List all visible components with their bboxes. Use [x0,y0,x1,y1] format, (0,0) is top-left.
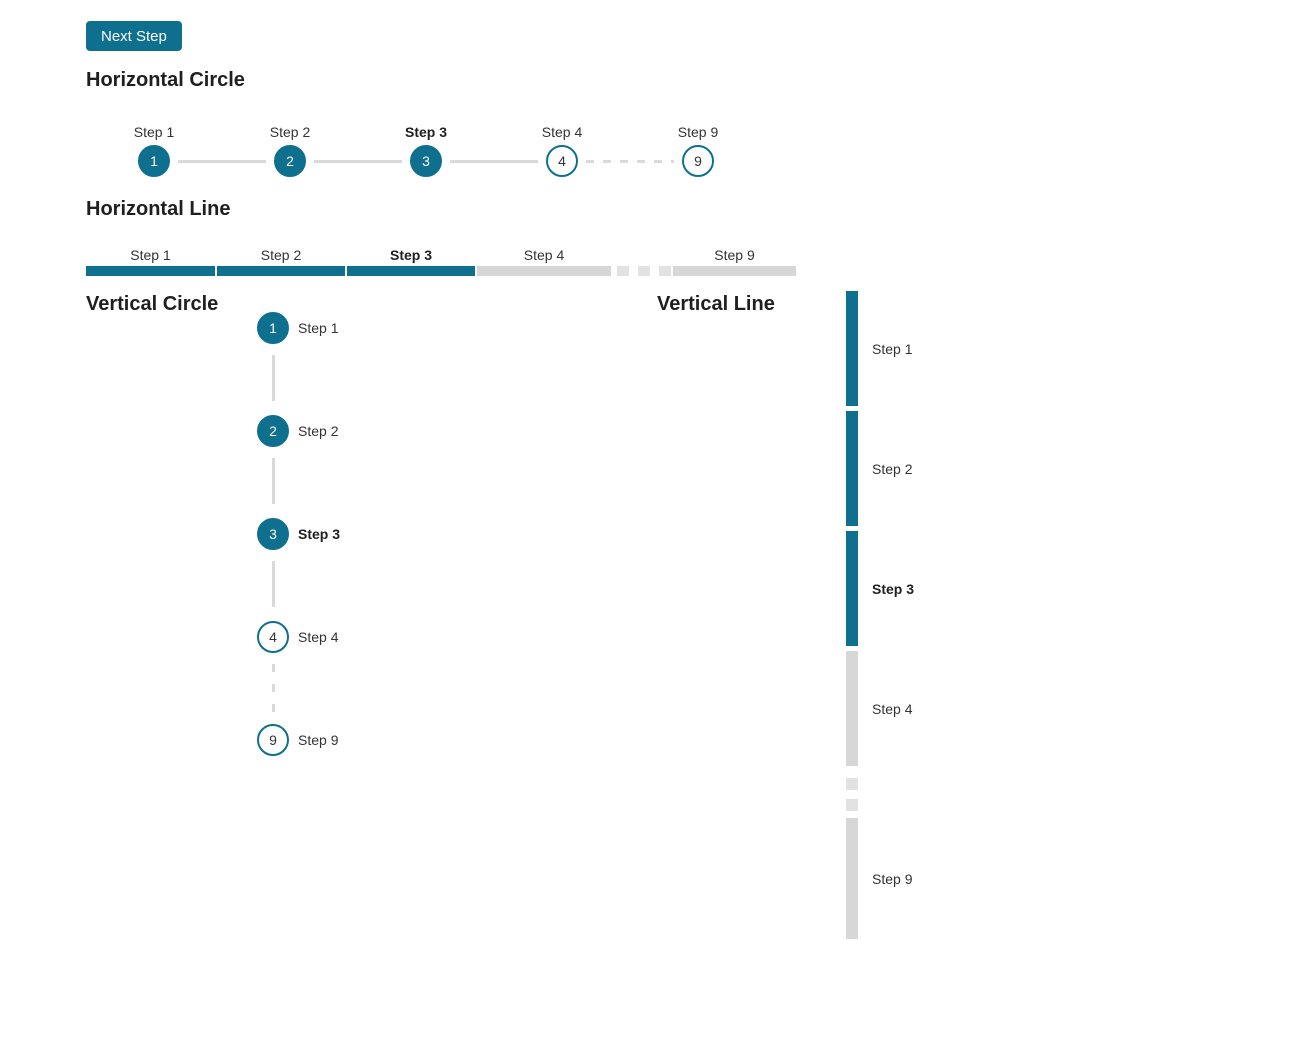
hl-step-2-bar[interactable] [217,266,345,276]
hc-step-9-circle[interactable]: 9 [682,145,714,177]
vc-step-1-circle[interactable]: 1 [257,312,289,344]
vc-step-2-number: 2 [269,423,277,439]
vc-step-9-number: 9 [269,732,277,748]
page: Next Step Horizontal Circle Step 1 1 Ste… [86,21,1300,996]
vl-step-9: Step 9 [846,818,914,939]
vl-step-9-label: Step 9 [872,870,913,887]
hl-dash-connector [613,266,671,276]
hl-skipped-steps-dashes [613,248,671,276]
hl-step-2-label: Step 2 [260,247,302,263]
hc-step-2-circle[interactable]: 2 [274,145,306,177]
section-title-vertical-line: Vertical Line [657,293,775,315]
hc-step-1-label: Step 1 [133,124,175,140]
hl-step-9-label: Step 9 [714,247,755,263]
vl-step-9-bar[interactable] [846,818,858,939]
vl-skipped-steps-dashes [846,766,858,818]
hc-step-9: Step 9 9 [586,124,766,177]
hl-step-2: Step 2 [217,248,345,276]
vc-step-4-circle[interactable]: 4 [257,621,289,653]
hl-step-4: Step 4 [477,248,611,276]
hc-step-3-number: 3 [422,153,430,169]
hl-step-1: Step 1 [86,248,215,276]
hl-step-9: Step 9 [673,248,796,276]
vc-step-2-label: Step 2 [298,423,339,439]
hl-step-4-label: Step 4 [523,247,565,263]
vertical-circle-stepper: 1 Step 1 2 Step 2 3 Step 3 4 Step [257,312,340,756]
vl-step-3-label: Step 3 [872,580,915,597]
vc-step-9-circle[interactable]: 9 [257,724,289,756]
hl-step-3-bar[interactable] [347,266,475,276]
vc-step-4-label: Step 4 [298,629,339,645]
vc-step-3-number: 3 [269,526,277,542]
vl-step-2: Step 2 [846,411,914,526]
hl-step-4-bar[interactable] [477,266,611,276]
vertical-line-stepper: Step 1 Step 2 Step 3 Step 4 Step 9 [846,291,914,944]
hl-step-1-label: Step 1 [130,247,171,263]
hl-step-3: Step 3 [347,248,475,276]
hc-step-2: Step 2 2 [178,124,358,177]
section-title-horizontal-line: Horizontal Line [86,198,231,220]
hl-step-1-bar[interactable] [86,266,215,276]
vc-step-4: 4 Step 4 [257,621,340,724]
vl-step-2-label: Step 2 [872,460,913,477]
hc-step-2-number: 2 [286,153,294,169]
hl-spacer-label [613,248,671,262]
vc-step-1: 1 Step 1 [257,312,340,401]
vl-step-4: Step 4 [846,651,914,766]
hc-step-3-label: Step 3 [404,124,447,140]
hc-step-4-number: 4 [558,153,566,169]
hc-step-3: Step 3 3 [314,124,494,177]
vl-step-4-bar[interactable] [846,651,858,766]
next-step-button[interactable]: Next Step [86,21,182,51]
vc-step-3: 3 Step 3 [257,518,341,607]
vc-step-4-number: 4 [269,629,277,645]
vc-step-1-number: 1 [269,320,277,336]
vl-step-1-label: Step 1 [872,340,913,357]
hc-step-1-number: 1 [150,153,158,169]
hc-step-9-label: Step 9 [677,124,719,140]
vc-step-9-label: Step 9 [298,732,339,748]
section-title-vertical-circle: Vertical Circle [86,293,219,315]
hc-step-3-circle[interactable]: 3 [410,145,442,177]
vc-step-3-label: Step 3 [298,526,341,542]
hl-step-9-bar[interactable] [673,266,796,276]
hc-step-1: Step 1 1 [86,125,222,177]
horizontal-circle-stepper: Step 1 1 Step 2 2 Step 3 3 Step 4 4 Step… [86,125,1300,177]
horizontal-line-stepper: Step 1 Step 2 Step 3 Step 4 Step 9 [86,248,1300,276]
hc-step-4-label: Step 4 [541,124,583,140]
vertical-steppers-area: Vertical Circle 1 Step 1 2 Step 2 3 Step… [86,291,1300,996]
vl-step-1: Step 1 [846,291,914,406]
vc-step-1-label: Step 1 [298,320,339,336]
hl-step-3-label: Step 3 [389,247,432,263]
hc-step-4-circle[interactable]: 4 [546,145,578,177]
hc-step-1-circle[interactable]: 1 [138,145,170,177]
vl-step-3: Step 3 [846,531,914,646]
hc-step-4: Step 4 4 [450,124,630,177]
vc-step-2: 2 Step 2 [257,415,340,504]
hc-step-2-label: Step 2 [269,124,311,140]
hc-step-9-number: 9 [694,153,702,169]
vl-step-4-label: Step 4 [872,700,913,717]
vc-step-3-circle[interactable]: 3 [257,518,289,550]
vl-step-3-bar[interactable] [846,531,858,646]
vl-step-1-bar[interactable] [846,291,858,406]
vc-step-9: 9 Step 9 [257,724,340,756]
vc-step-2-circle[interactable]: 2 [257,415,289,447]
vl-step-2-bar[interactable] [846,411,858,526]
section-title-horizontal-circle: Horizontal Circle [86,69,245,91]
